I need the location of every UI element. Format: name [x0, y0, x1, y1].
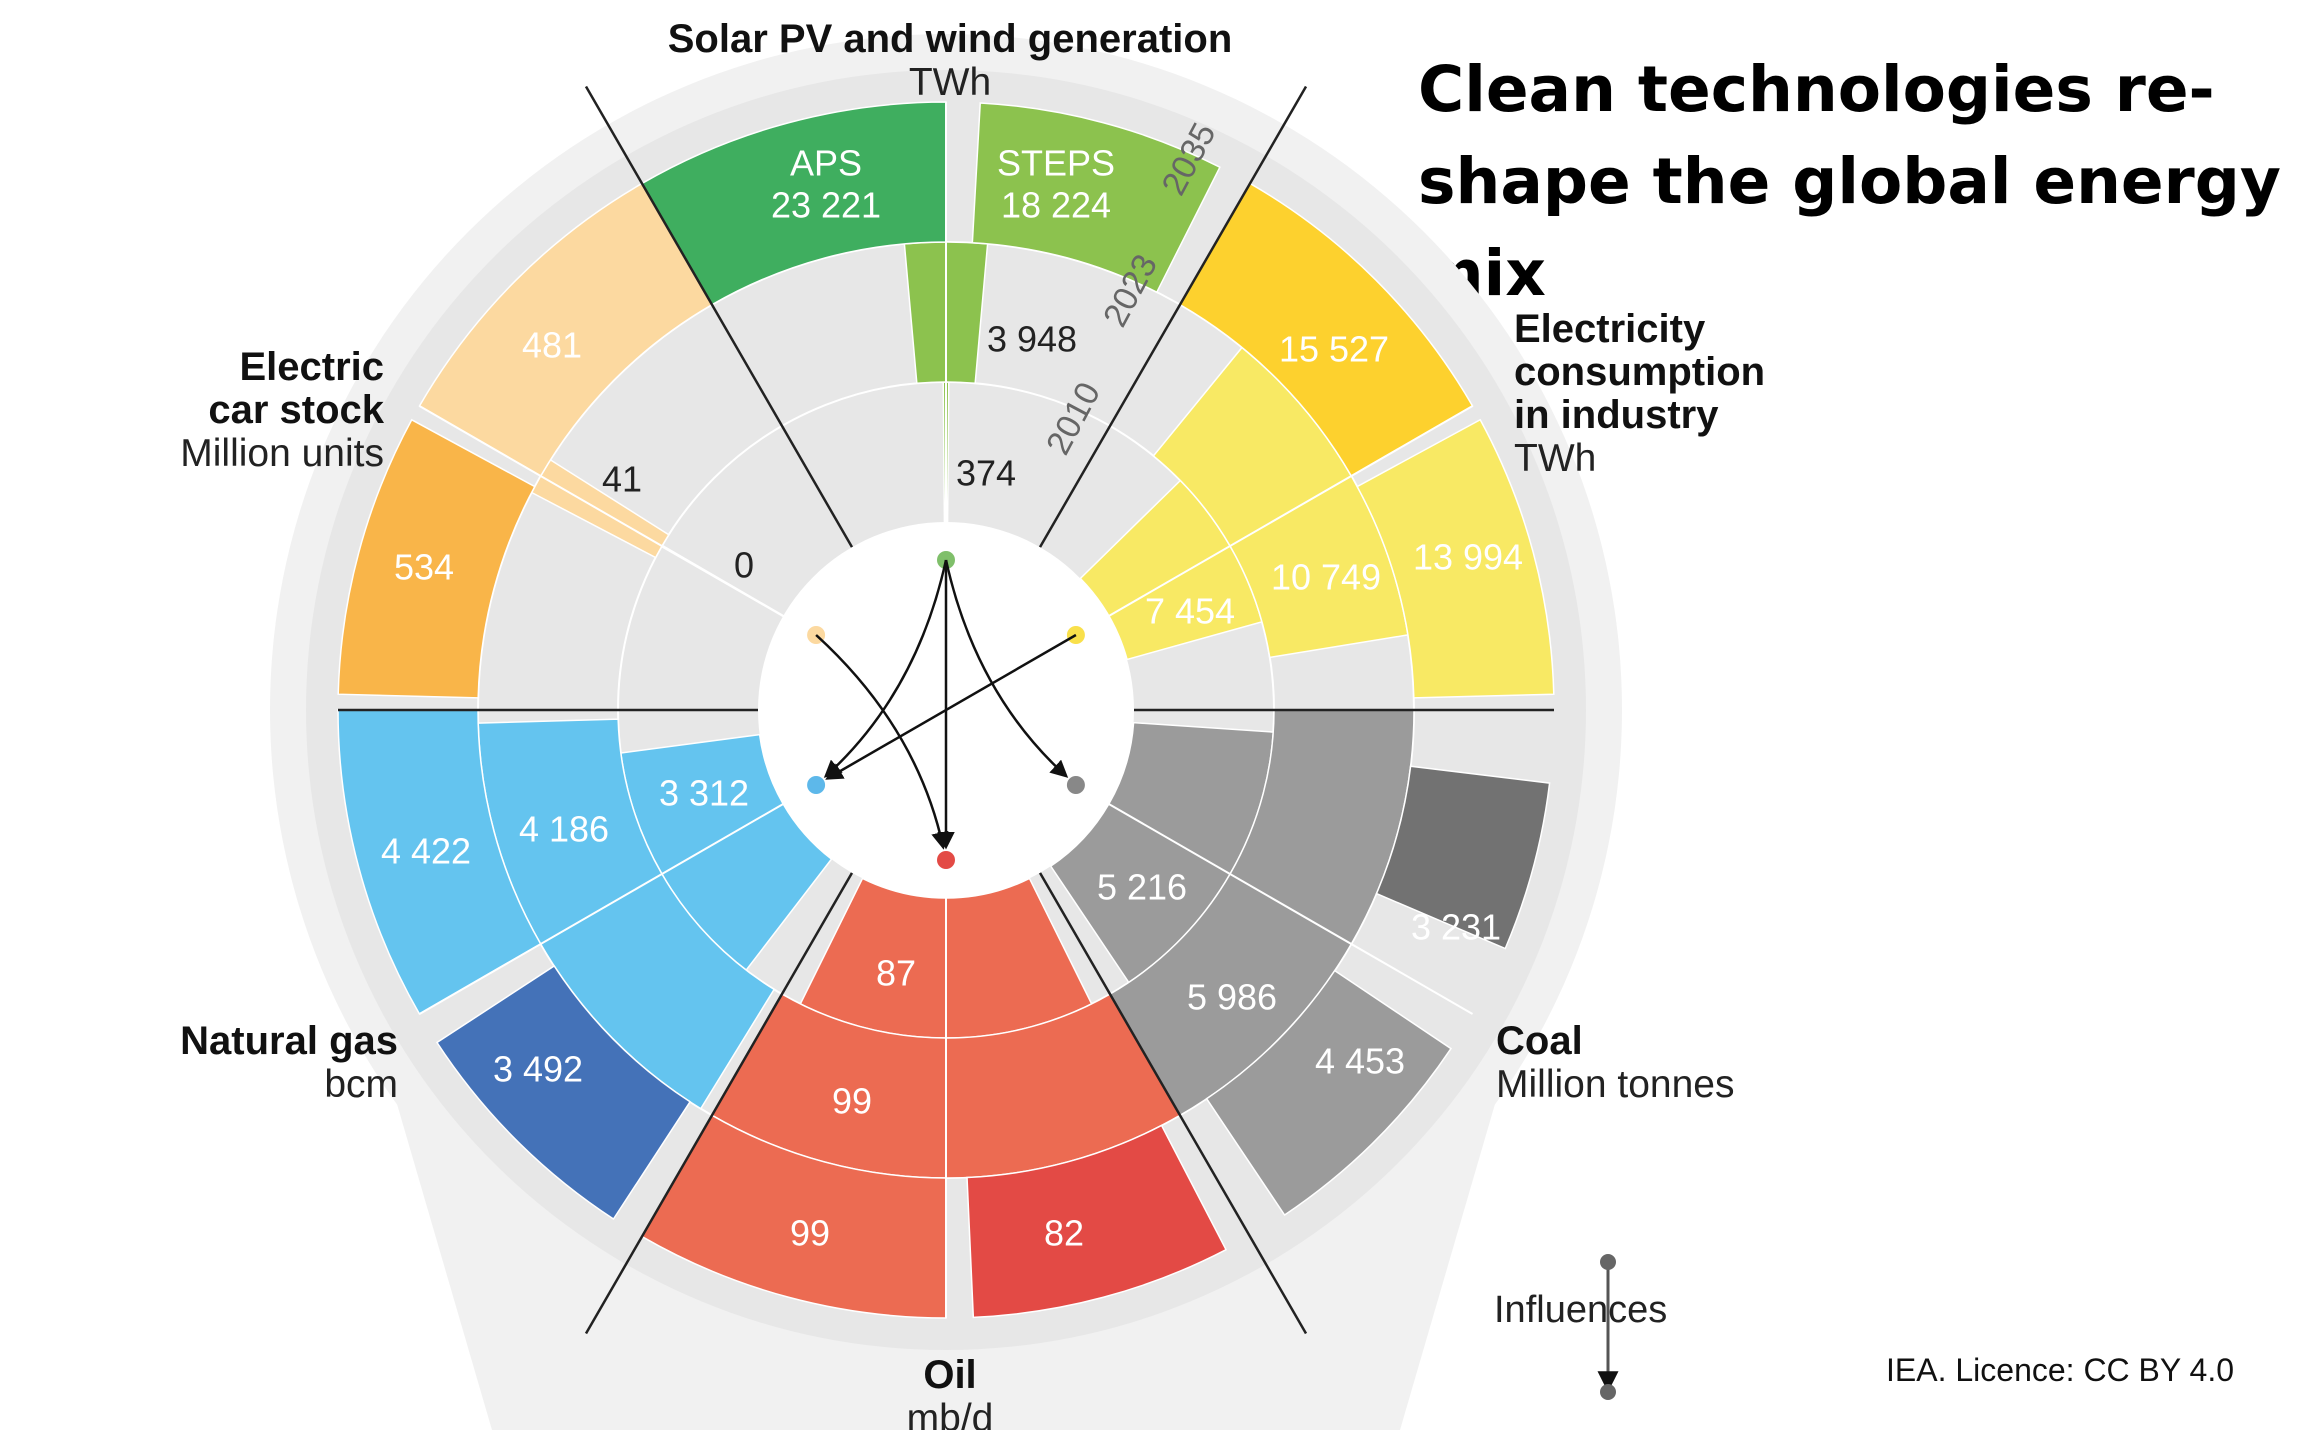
- solar-scenario-steps: STEPS: [997, 143, 1115, 184]
- coal-value-2035-aps: 3 231: [1411, 907, 1501, 948]
- gas-bar-2035-aps: [435, 964, 692, 1221]
- solar-value-2010: 374: [956, 453, 1016, 494]
- legend-dot-bottom: [1600, 1384, 1616, 1400]
- solar-unit: TWh: [909, 61, 991, 104]
- ev-value-2035-aps: 481: [522, 325, 582, 366]
- solar-scenario-aps: APS: [790, 143, 862, 184]
- legend-label: Influences: [1494, 1289, 1667, 1331]
- gas-value-2035-steps: 4 422: [381, 831, 471, 872]
- influences-legend: Influences: [1494, 1254, 1667, 1400]
- coal-bar-2035-aps: [1375, 765, 1551, 950]
- oil-title-line-1: Oil: [923, 1353, 976, 1397]
- sector-divider-3: [584, 872, 854, 1335]
- ev-center-line: [418, 405, 784, 617]
- industry-title-line-1: Electricity: [1514, 307, 1706, 351]
- oil-bar-2035-aps: [966, 1124, 1228, 1319]
- industry-value-2023: 10 749: [1271, 557, 1381, 598]
- oil-dot: [937, 851, 955, 869]
- legend-dot-top: [1600, 1254, 1616, 1270]
- influence-arrow-solar-coal: [944, 559, 1069, 778]
- industry-value-2035-steps: 13 994: [1413, 537, 1523, 578]
- ev-value-2035-steps: 534: [394, 547, 454, 588]
- ev-bar-2035-aps: [337, 418, 536, 699]
- solar-title-line-1: Solar PV and wind generation: [668, 17, 1233, 61]
- coal-value-2023: 5 986: [1187, 977, 1277, 1018]
- gas-value-2023: 4 186: [519, 809, 609, 850]
- industry-title-line-3: in industry: [1514, 393, 1719, 437]
- ev-title-line-1: Electric: [239, 345, 384, 389]
- ev-unit: Million units: [180, 432, 384, 475]
- coal-bar-2035-steps: [1205, 969, 1453, 1217]
- chart-center: [758, 522, 1134, 898]
- coal-unit: Million tonnes: [1496, 1063, 1734, 1106]
- coal-value-2035-steps: 4 453: [1315, 1041, 1405, 1082]
- gas-value-2035-aps: 3 492: [493, 1049, 583, 1090]
- industry-value-2010: 7 454: [1145, 591, 1235, 632]
- industry-center-line: [1108, 405, 1474, 617]
- sector-divider-4: [584, 85, 854, 548]
- influence-arrow-solar-gas: [823, 559, 948, 778]
- solar-value-2023: 3 948: [987, 319, 1077, 360]
- chart-title: Clean technologies re-shape the global e…: [1418, 53, 2281, 310]
- sector-divider-2: [1038, 872, 1308, 1335]
- oil-value-2035-aps: 82: [1044, 1213, 1084, 1254]
- gas-value-2010: 3 312: [659, 773, 749, 814]
- industry-bar-2035-steps: [1356, 418, 1555, 699]
- solar-value-2035-aps: 23 221: [771, 185, 881, 226]
- ev-title-line-2: car stock: [208, 388, 384, 432]
- influence-arrow-industry-gas: [825, 633, 1077, 780]
- coal-center-line: [1108, 803, 1474, 1015]
- oil-value-2035-steps: 99: [790, 1213, 830, 1254]
- influence-arrow-ev-oil: [815, 634, 949, 850]
- chart-divider-lines: [338, 85, 1554, 1335]
- industry-title-line-2: consumption: [1514, 350, 1765, 394]
- solar-value-2035-steps: 18 224: [1001, 185, 1111, 226]
- license-note: IEA. Licence: CC BY 4.0: [1886, 1352, 2235, 1388]
- ev-value-2010: 0: [734, 545, 754, 586]
- chart-segments: [337, 101, 1555, 1319]
- industry-unit: TWh: [1514, 437, 1596, 480]
- oil-unit: mb/d: [907, 1397, 994, 1430]
- sector-divider-1: [1038, 85, 1308, 548]
- gas-dot: [807, 776, 826, 794]
- industry-value-2035-aps: 15 527: [1279, 329, 1389, 370]
- oil-value-2023: 99: [832, 1081, 872, 1122]
- gas-unit: bcm: [324, 1063, 398, 1106]
- coal-title-line-1: Coal: [1496, 1019, 1583, 1063]
- coal-dot: [1066, 776, 1085, 794]
- ev-bar-2023: [530, 458, 670, 559]
- oil-value-2010: 87: [876, 953, 916, 994]
- gas-title-line-1: Natural gas: [180, 1019, 398, 1063]
- ev-value-2023: 41: [602, 459, 642, 500]
- solar-bar-2035-steps: [971, 102, 1221, 294]
- coal-value-2010: 5 216: [1097, 867, 1187, 908]
- gas-center-line: [418, 803, 784, 1015]
